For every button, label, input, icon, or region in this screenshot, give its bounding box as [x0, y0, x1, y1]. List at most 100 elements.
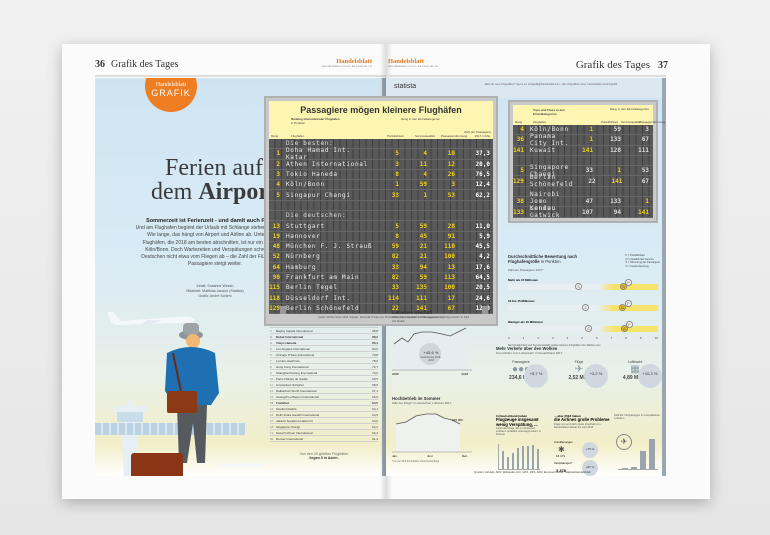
stat-passengers: Passagiere ●●● 234,6 Mio.: [509, 360, 533, 381]
table-row: 9 Shanghai Pudong International 70,0: [270, 370, 378, 376]
spacer-row: [513, 186, 653, 198]
board-leg: [482, 306, 488, 314]
revenue-chart: Lukratives Geschäft Weltweiter Umsatz mi…: [392, 310, 472, 390]
delays-bar-chart: [618, 438, 658, 470]
page-number: 37: [658, 60, 668, 71]
sources-line: Quellen: AirHelp, ADV, Wikipedia, ACI, I…: [474, 470, 591, 474]
section-name: Grafik des Tages: [575, 59, 650, 71]
top20-panel: Frankfurt unter den Top 20 Die größten F…: [270, 306, 386, 476]
top20-list: 1Atlanta Hartsfield-Jackson Intl.103,9 2…: [270, 322, 378, 442]
table-row: 16 Delhi Indira Gandhi International 63,5: [270, 412, 378, 418]
score-legend: P = Pünktlichkeit Q = Qualität des Servic…: [625, 254, 660, 268]
spacer-row: [513, 155, 653, 167]
masthead: Handelsblatt WOCHENENDE 13./14./15. JULI…: [321, 58, 372, 68]
traffic-panel: Mehr Verkehr über den Wolken Kennzahlen …: [496, 346, 662, 406]
table-row: 3 Tokio Haneda 8 4 26 76,5: [269, 169, 493, 181]
table-row: 17 Jakarta Soekarno-Hatta Intl. 63,0: [270, 418, 378, 424]
table-row: 5 Los Angeles International 84,6: [270, 346, 378, 352]
section-name: Grafik des Tages: [111, 59, 179, 70]
p-dot: P: [625, 300, 632, 307]
tops-flops-board: Tops und Flops in den Einzelkategorien R…: [508, 100, 665, 223]
board-leg: [280, 306, 286, 314]
table-row: 3 Dubai International 88,2: [270, 334, 378, 340]
change-bubble: +10,3 %: [638, 364, 662, 388]
table-row: 4 Tokyo Haneda 85,4: [270, 340, 378, 346]
credits: Inhalt: Susanne Wesch Mitarbeit: Matthia…: [186, 284, 244, 298]
table-row: 19 Hannover 8 45 91 5,9: [269, 231, 493, 242]
header-rule: [386, 75, 666, 77]
suitcase: [131, 453, 183, 476]
g-dot: G: [620, 283, 627, 290]
delays-panel: In Deutschland haben Flugzeuge insgesamt…: [496, 414, 546, 474]
g-dot: G: [621, 325, 628, 332]
table-row: 2 Athen International 3 11 12 20,0: [269, 159, 493, 170]
airline-problems-panel: ... aber 2018 haben die Airlines große P…: [554, 414, 610, 476]
table-row: 18 Singapore Changi 62,2: [270, 424, 378, 430]
table-row: 133 London Gatwick 107 94 141: [513, 205, 653, 219]
table-row: 13 Stuttgart 5 59 28 11,0: [269, 221, 493, 232]
main-flight-board: Passagiere mögen kleinere Flughäfen Rank…: [264, 96, 498, 327]
page-folio-right: Grafik des Tages 37: [576, 59, 674, 71]
table-row: 13 Guangzhou Baiyun International 65,9: [270, 394, 378, 400]
table-row: 141 Kuwait 141 128 111: [513, 145, 653, 156]
table-row: 115 Berlin Tegel 33 135 100 20,5: [269, 283, 493, 294]
traveler-illustration: [165, 323, 219, 463]
panel-divider: [662, 78, 666, 476]
table-row: 7 London Heathrow 78,0: [270, 358, 378, 364]
table-row: 15 Istanbul Atatürk 64,1: [270, 406, 378, 412]
table-row: 2 Beijing Capital International 95,8: [270, 328, 378, 334]
tops-rows: 4 Köln/Bonn 1 59 3 36 Panama City Int. 1 133 67 …: [513, 125, 653, 219]
table-row: 64 Hamburg 33 94 13 17,6: [269, 262, 493, 273]
table-row: 129 Berlin Schönefeld 22 141 67: [513, 174, 653, 188]
table-row: 36 Panama City Int. 1 133 67: [513, 133, 653, 147]
partner-bar: statista Mehr für neue Infografiken? Ger…: [386, 78, 666, 98]
table-row: 4 Köln/Bonn 1 59 3: [513, 125, 653, 136]
s-dot: S: [582, 304, 589, 311]
table-row: 38 Nairobi Jomo Kenia. 47 133 1: [513, 191, 653, 212]
table-row: 10 Paris Charles de Gaulle 69,5: [270, 376, 378, 382]
table-row: 118 Düsseldorf Int. 114 111 17 24,6: [269, 293, 493, 304]
s-dot: S: [575, 283, 582, 290]
table-row: 19 Seoul Incheon International 62,2: [270, 430, 378, 436]
delays-bar-panel: Zahl der Verspätungen im europäischen Lu…: [614, 414, 662, 474]
cancelled-plane-icon: ✱: [558, 445, 565, 454]
table-row: 5 Singapore Changi 33 1 53: [513, 164, 653, 178]
page-folio-left: 36 Grafik des Tages: [95, 59, 178, 70]
lead-paragraph: Sommerzeit ist Ferienzeit - und damit au…: [135, 218, 295, 268]
summer-line-chart: [392, 413, 472, 453]
table-row: 52 Nürnberg 82 21 100 4,2: [269, 252, 493, 263]
table-row: 14 Frankfurt 64,5: [270, 400, 378, 406]
g-dot: G: [619, 304, 626, 311]
page-headline: Ferien auf dem Airport: [151, 155, 277, 205]
score-bar-small: [508, 326, 658, 332]
score-chart: Durchschnittliche Bewertung nach Flughaf…: [508, 254, 660, 347]
table-row: 12 Dallas/Fort Worth International 67,1: [270, 388, 378, 394]
table-row: 8 Hong Kong International 72,7: [270, 364, 378, 370]
page-number: 36: [95, 59, 105, 70]
p-dot: P: [625, 279, 632, 286]
change-bubble: +5,7 %: [524, 364, 548, 388]
top20-footer: Von den 20 größten Flughäfen liegen 9 in …: [299, 452, 349, 460]
section-row: Die besten:: [269, 139, 493, 150]
clock-plane-icon: ✈: [616, 434, 632, 450]
newspaper-spread: 36 Grafik des Tages Handelsblatt WOCHENEN…: [62, 44, 710, 499]
table-row: 90 Frankfurt am Main 82 59 113 64,5: [269, 272, 493, 284]
board-rows: Die besten: 1 Doha Hamad Int. Katar 5 4 10 37…: [269, 139, 493, 315]
delays-chart: [498, 444, 540, 470]
p-dot: P: [626, 321, 633, 328]
change-bubble: +3,2 %: [584, 364, 608, 388]
table-row: 48 München F. J. Strauß 59 21 110 45,5: [269, 241, 493, 253]
board-title: Passagiere mögen kleinere Flughäfen: [300, 105, 462, 115]
s-dot: S: [585, 325, 592, 332]
table-row: 1 Doha Hamad Int. Katar 5 4 10 37,3: [269, 147, 493, 161]
airplane-icon: [107, 312, 195, 327]
section-row: Die deutschen:: [269, 211, 493, 222]
stat-cargo: Luftfracht ▦ 4,89 Mio. t: [622, 360, 648, 381]
board-header: Ranking internationaler Flughäfen in Pun…: [271, 117, 491, 138]
table-row: 5 Singapur Changi 33 1 53 62,2: [269, 190, 493, 201]
grafik-logo: Handelsblatt GRAFIK: [145, 78, 197, 112]
table-row: 11 Amsterdam Schiphol 68,5: [270, 382, 378, 388]
revenue-line-chart: [392, 327, 472, 371]
table-row: 6 Chicago O'hare International 79,8: [270, 352, 378, 358]
